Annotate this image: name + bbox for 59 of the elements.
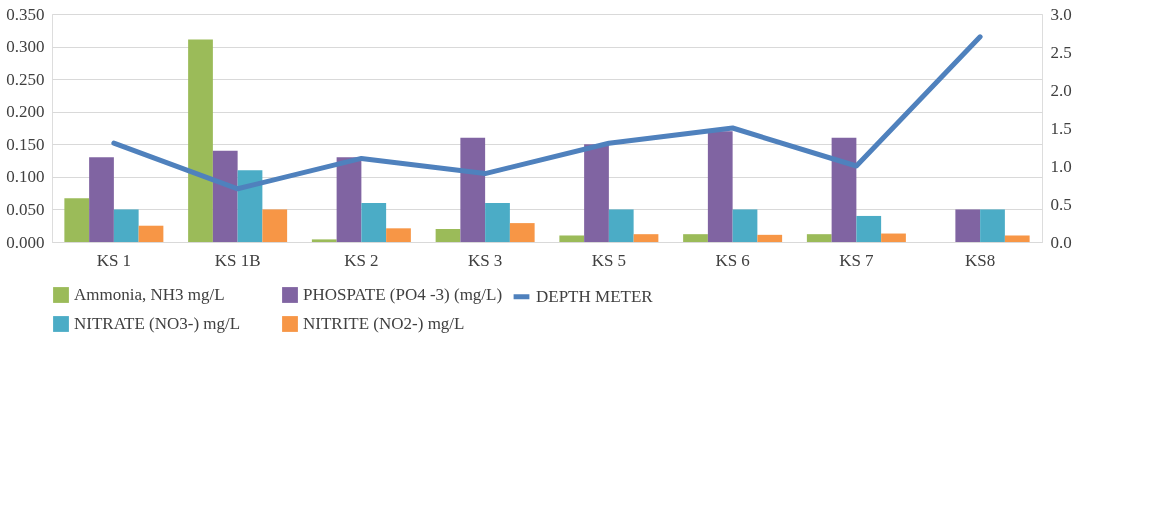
bar xyxy=(435,228,461,242)
bar xyxy=(955,209,981,242)
bar xyxy=(113,209,139,242)
x-tick-label: KS 1B xyxy=(214,250,261,270)
y2-tick-label: 3.0 xyxy=(1050,4,1072,24)
y-tick-label: 0.250 xyxy=(6,69,45,89)
bar xyxy=(89,157,114,242)
bar xyxy=(732,209,758,242)
bar xyxy=(64,198,90,242)
y2-tick-label: 1.5 xyxy=(1050,118,1072,138)
bar xyxy=(237,170,263,242)
y-tick-label: 0.350 xyxy=(6,4,45,24)
legend-label: NITRITE (NO2-) mg/L xyxy=(303,314,465,333)
bar xyxy=(683,234,708,242)
legend-label: Ammonia, NH3 mg/L xyxy=(74,285,225,304)
x-tick-label: KS 1 xyxy=(96,250,132,270)
bar xyxy=(311,239,337,242)
y-tick-label: 0.100 xyxy=(6,167,45,187)
bar xyxy=(138,225,164,242)
x-tick-label: KS 5 xyxy=(591,250,627,270)
bar xyxy=(757,234,783,242)
x-tick-label: KS8 xyxy=(965,250,996,270)
bar xyxy=(881,233,906,242)
bar xyxy=(707,131,733,242)
x-tick-label: KS 6 xyxy=(715,250,750,270)
bar xyxy=(188,39,213,242)
bar xyxy=(212,150,238,242)
bar xyxy=(559,235,585,242)
bar xyxy=(509,223,535,242)
bar xyxy=(485,202,510,242)
bar xyxy=(608,209,634,242)
bar xyxy=(1004,235,1030,242)
y-tick-label: 0.200 xyxy=(6,102,45,122)
x-tick-label: KS 7 xyxy=(839,250,875,270)
bar xyxy=(584,144,609,242)
y-tick-label: 0.050 xyxy=(6,199,45,219)
bar xyxy=(856,215,882,242)
bar xyxy=(386,228,411,242)
legend-label: PHOSPATE (PO4 -3) (mg/L) xyxy=(303,285,503,304)
bar xyxy=(806,234,832,242)
bar xyxy=(460,137,486,242)
y2-tick-label: 1.0 xyxy=(1050,156,1072,176)
y2-tick-label: 0.0 xyxy=(1050,232,1072,252)
bar xyxy=(980,209,1005,242)
legend-label: NITRATE (NO3-) mg/L xyxy=(74,314,241,333)
y2-tick-label: 0.5 xyxy=(1050,194,1072,214)
x-tick-label: KS 3 xyxy=(467,250,503,270)
x-tick-label: KS 2 xyxy=(344,250,379,270)
bar xyxy=(831,137,857,242)
bar xyxy=(262,209,288,242)
y-tick-label: 0.300 xyxy=(6,37,45,57)
bar xyxy=(361,202,387,242)
y2-tick-label: 2.5 xyxy=(1050,42,1072,62)
y2-tick-label: 2.0 xyxy=(1050,80,1072,100)
y-tick-label: 0.150 xyxy=(6,134,45,154)
bar xyxy=(336,157,362,242)
legend-label: DEPTH METER xyxy=(536,286,654,306)
y-tick-label: 0.000 xyxy=(6,232,45,252)
bar xyxy=(633,234,659,242)
